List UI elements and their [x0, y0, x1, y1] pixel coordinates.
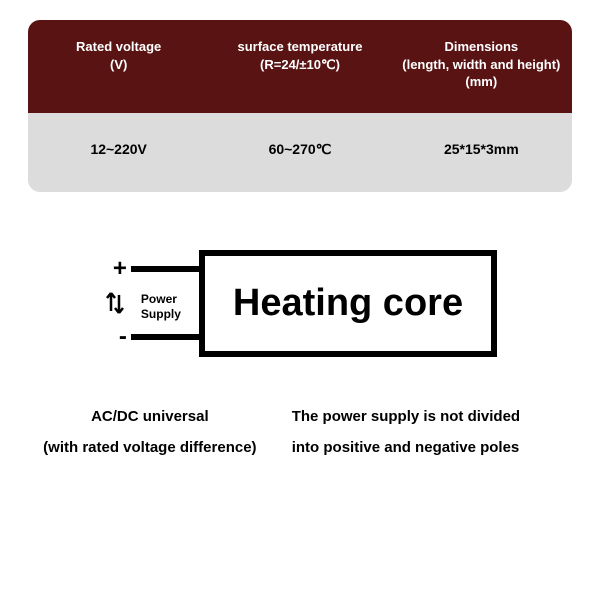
spec-header-col-2: Dimensions(length, width and height)(mm)	[391, 20, 572, 113]
note-right-line2: into positive and negative poles	[292, 432, 572, 464]
swap-arrows-icon	[103, 289, 127, 317]
note-right-line1: The power supply is not divided	[292, 401, 572, 433]
spec-value-col-2: 25*15*3mm	[391, 113, 572, 192]
spec-value-col-1: 60~270℃	[209, 113, 390, 192]
wire-top	[131, 266, 199, 272]
power-supply-block: + - PowerSupply	[103, 257, 199, 349]
spec-header-col-0: Rated voltage(V)	[28, 20, 209, 113]
wiring-diagram: + - PowerSupply Heating core	[28, 250, 572, 357]
heating-core-box: Heating core	[199, 250, 497, 357]
spec-header-row: Rated voltage(V)surface temperature(R=24…	[28, 20, 572, 113]
note-left-line1: AC/DC universal	[28, 401, 272, 433]
notes-row: AC/DC universal (with rated voltage diff…	[28, 401, 572, 464]
spec-value-col-0: 12~220V	[28, 113, 209, 192]
note-left: AC/DC universal (with rated voltage diff…	[28, 401, 272, 464]
note-left-line2: (with rated voltage difference)	[28, 432, 272, 464]
polarity-column: + -	[103, 257, 127, 349]
spec-table: Rated voltage(V)surface temperature(R=24…	[28, 20, 572, 192]
note-right: The power supply is not divided into pos…	[292, 401, 572, 464]
wire-group: PowerSupply	[133, 266, 199, 340]
spec-value-row: 12~220V60~270℃25*15*3mm	[28, 113, 572, 192]
spec-header-col-1: surface temperature(R=24/±10℃)	[209, 20, 390, 113]
minus-symbol: -	[119, 325, 127, 349]
power-supply-label: PowerSupply	[141, 292, 181, 322]
wire-bottom	[131, 334, 199, 340]
plus-symbol: +	[113, 257, 127, 281]
